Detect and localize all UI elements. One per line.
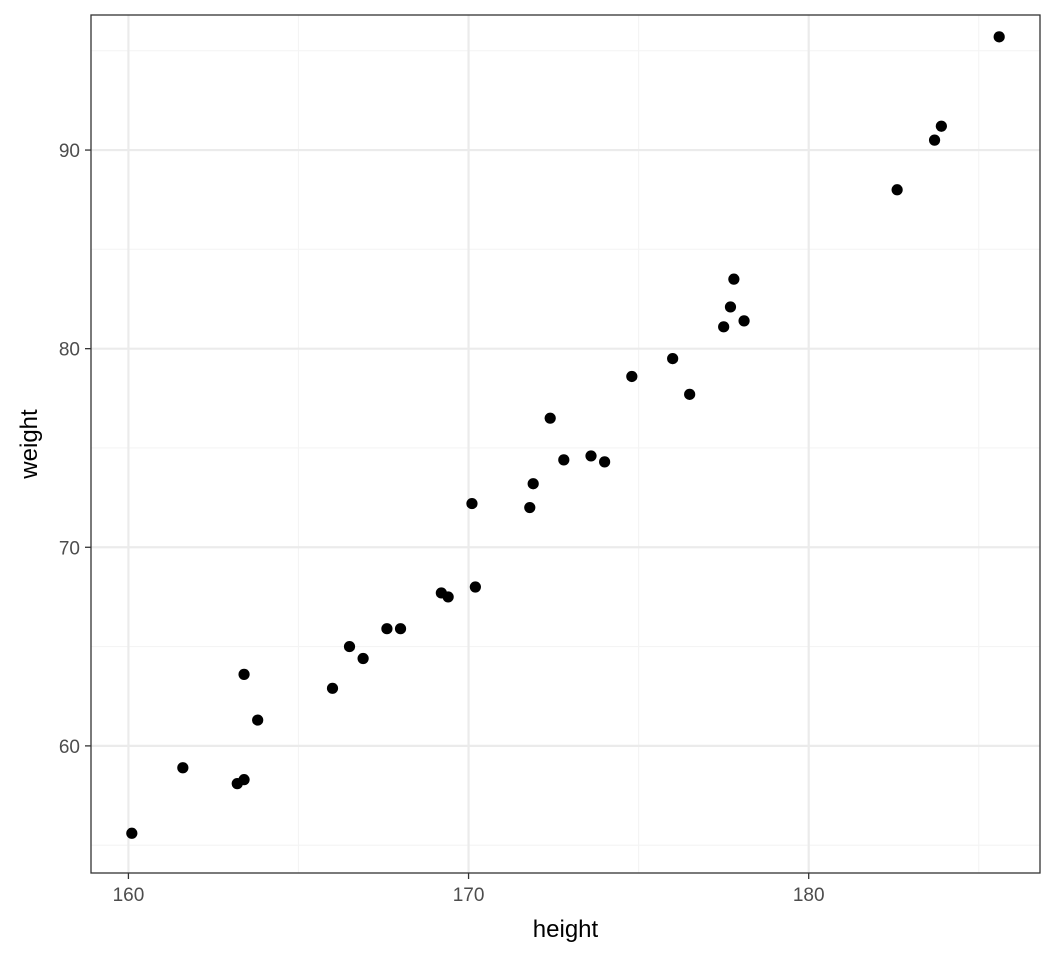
- y-tick-label: 90: [59, 141, 80, 162]
- data-point: [381, 623, 393, 635]
- data-point: [724, 301, 737, 313]
- x-tick-label: 160: [113, 885, 145, 906]
- data-point: [928, 134, 941, 146]
- data-point: [738, 315, 750, 327]
- data-point: [585, 450, 597, 462]
- minor-grid: [91, 15, 1040, 873]
- data-point: [326, 682, 339, 694]
- data-point: [527, 478, 539, 490]
- data-point: [626, 370, 638, 383]
- y-axis-title: weight: [16, 409, 43, 480]
- data-point: [177, 762, 189, 774]
- data-point: [442, 591, 454, 603]
- data-point: [718, 321, 730, 333]
- data-point: [558, 454, 570, 466]
- data-point: [357, 652, 369, 665]
- data-point: [935, 120, 947, 132]
- data-point: [891, 184, 903, 196]
- data-point: [126, 827, 138, 839]
- data-point: [667, 352, 679, 365]
- y-tick-label: 60: [59, 737, 80, 758]
- data-point: [343, 640, 356, 653]
- x-axis-title: height: [533, 916, 599, 943]
- data-point: [238, 668, 250, 680]
- data-point: [993, 31, 1005, 43]
- data-point: [469, 581, 481, 593]
- data-point: [599, 456, 611, 468]
- data-point: [394, 623, 407, 635]
- data-point: [684, 388, 696, 400]
- data-point: [728, 273, 740, 285]
- y-tick-label: 80: [59, 340, 80, 361]
- data-point: [544, 412, 556, 424]
- data-point: [524, 501, 536, 514]
- major-grid: [91, 15, 1040, 873]
- data-points: [126, 31, 1005, 839]
- data-point: [466, 497, 478, 510]
- data-point: [252, 714, 264, 726]
- y-tick-label: 70: [59, 538, 80, 559]
- x-tick-label: 180: [793, 885, 825, 906]
- y-axis-ticks: 60 70 80 90: [59, 141, 91, 758]
- data-point: [238, 774, 250, 786]
- x-axis-ticks: 160 170 180: [113, 873, 825, 906]
- x-tick-label: 170: [453, 885, 485, 906]
- panel-border: [90, 14, 1041, 874]
